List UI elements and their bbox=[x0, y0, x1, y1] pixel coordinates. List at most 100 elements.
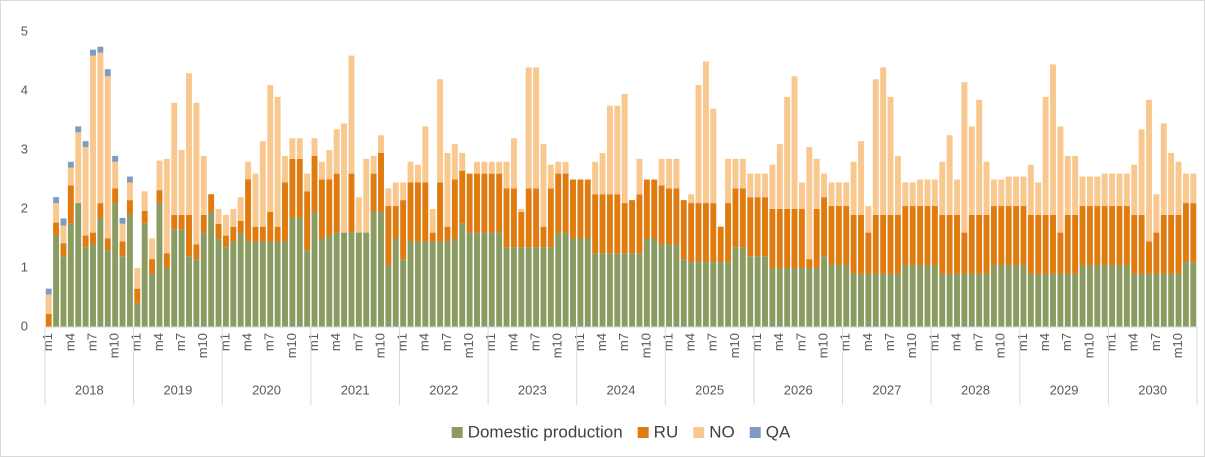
bar-segment bbox=[666, 158, 672, 189]
bar-segment bbox=[392, 182, 399, 207]
x-tick-label: m10 bbox=[550, 333, 565, 358]
bar-segment bbox=[141, 223, 148, 327]
bar-segment bbox=[1138, 273, 1145, 327]
bar-segment bbox=[67, 167, 74, 186]
x-tick-label: m4 bbox=[683, 333, 698, 351]
bar-segment bbox=[784, 209, 791, 268]
bar-segment bbox=[437, 79, 444, 183]
bar-segment bbox=[237, 197, 244, 221]
bar-segment bbox=[939, 214, 946, 274]
y-tick-label: 5 bbox=[21, 23, 28, 38]
bar-segment bbox=[725, 158, 732, 204]
bar-segment bbox=[318, 238, 325, 327]
x-tick-label: m7 bbox=[616, 333, 631, 351]
bar-segment bbox=[1153, 194, 1160, 233]
bar-segment bbox=[917, 265, 924, 327]
x-tick-label: m4 bbox=[860, 333, 875, 351]
bar-segment bbox=[289, 138, 296, 159]
bar-segment bbox=[414, 182, 421, 242]
bar-segment bbox=[754, 256, 761, 327]
x-tick-label: m10 bbox=[107, 333, 122, 358]
bar-segment bbox=[835, 265, 842, 327]
bar-segment bbox=[444, 152, 451, 227]
bar-segment bbox=[496, 161, 503, 174]
bar-segment bbox=[60, 243, 67, 257]
bar-segment bbox=[1064, 214, 1071, 274]
x-tick-label: m1 bbox=[40, 333, 55, 351]
group-label: 2020 bbox=[252, 382, 281, 397]
bar-segment bbox=[769, 268, 776, 327]
bar-segment bbox=[894, 214, 901, 274]
bar-segment bbox=[149, 238, 156, 260]
bar-segment bbox=[1160, 273, 1167, 327]
bar-segment bbox=[126, 200, 133, 215]
bar-segment bbox=[666, 244, 672, 327]
bar-segment bbox=[739, 188, 746, 248]
bar-segment bbox=[429, 232, 436, 242]
bar-segment bbox=[1057, 273, 1064, 327]
bar-segment bbox=[451, 144, 458, 180]
bar-segment bbox=[363, 232, 370, 327]
x-tick-label: m10 bbox=[461, 333, 476, 358]
bar-segment bbox=[75, 132, 82, 204]
group-label: 2025 bbox=[695, 382, 724, 397]
bar-segment bbox=[784, 96, 791, 209]
bar-segment bbox=[695, 85, 702, 204]
bar-segment bbox=[1042, 214, 1049, 274]
bar-segment bbox=[555, 173, 562, 233]
bar-segment bbox=[422, 241, 429, 327]
group-label: 2026 bbox=[784, 382, 813, 397]
x-tick-label: m10 bbox=[904, 333, 919, 358]
bar-segment bbox=[1013, 176, 1020, 207]
bar-segment bbox=[318, 161, 325, 180]
bar-segment bbox=[193, 259, 200, 327]
bar-segment bbox=[149, 273, 156, 327]
bar-segment bbox=[451, 238, 458, 327]
bar-segment bbox=[355, 197, 362, 233]
bar-segment bbox=[104, 250, 111, 327]
bar-segment bbox=[171, 214, 178, 230]
bar-segment bbox=[776, 144, 783, 209]
bar-segment bbox=[887, 273, 894, 327]
bar-segment bbox=[282, 155, 288, 183]
bar-segment bbox=[954, 273, 960, 327]
bar-segment bbox=[902, 182, 909, 207]
x-tick-label: m7 bbox=[439, 333, 454, 351]
bar-segment bbox=[82, 141, 89, 148]
bar-segment bbox=[348, 173, 355, 233]
x-tick-label: m10 bbox=[1081, 333, 1096, 358]
bar-segment bbox=[304, 250, 311, 327]
legend-label: Domestic production bbox=[468, 422, 623, 441]
bar-segment bbox=[252, 241, 259, 327]
x-tick-label: m4 bbox=[151, 333, 166, 351]
bar-segment bbox=[658, 158, 665, 186]
bar-segment bbox=[163, 158, 170, 254]
x-tick-label: m7 bbox=[971, 333, 986, 351]
bar-segment bbox=[725, 203, 732, 263]
bar-segment bbox=[821, 256, 828, 327]
bar-segment bbox=[1020, 176, 1027, 207]
bar-segment bbox=[739, 247, 746, 327]
bar-segment bbox=[1020, 206, 1027, 266]
bar-segment bbox=[798, 268, 805, 327]
bar-segment bbox=[1005, 265, 1012, 327]
bar-segment bbox=[673, 158, 680, 189]
bar-segment bbox=[385, 206, 392, 266]
legend-label: QA bbox=[766, 422, 791, 441]
bar-segment bbox=[1131, 273, 1138, 327]
bar-segment bbox=[1050, 64, 1056, 215]
bar-segment bbox=[208, 211, 215, 327]
bar-segment bbox=[1131, 164, 1138, 215]
bar-segment bbox=[614, 253, 621, 327]
x-tick-label: m1 bbox=[660, 333, 675, 351]
bar-segment bbox=[459, 223, 466, 327]
bar-segment bbox=[163, 268, 170, 327]
bar-segment bbox=[673, 244, 680, 327]
bar-segment bbox=[481, 232, 488, 327]
bar-segment bbox=[1027, 164, 1034, 215]
legend-swatch bbox=[451, 427, 463, 438]
bar-segment bbox=[1050, 273, 1056, 327]
x-tick-label: m1 bbox=[129, 333, 144, 351]
bar-segment bbox=[976, 273, 983, 327]
bar-segment bbox=[1109, 206, 1116, 266]
